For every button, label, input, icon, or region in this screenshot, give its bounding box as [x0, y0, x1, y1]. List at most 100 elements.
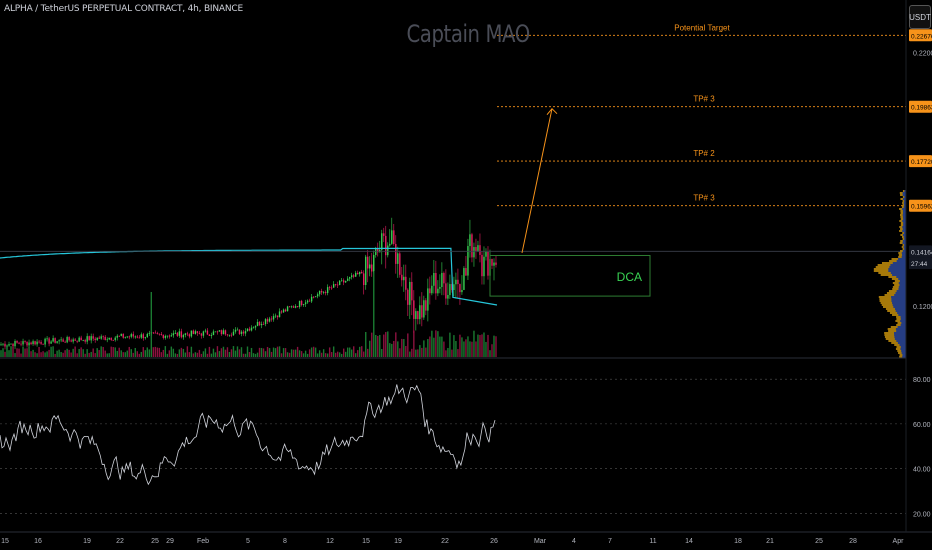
volume-profile-bar — [900, 346, 906, 348]
candle-body — [212, 331, 215, 336]
volume-bar — [447, 347, 449, 357]
moving-average-line — [0, 247, 498, 306]
symbol-title: ALPHA / TetherUS PERPETUAL CONTRACT, 4h,… — [4, 4, 243, 14]
candle-body — [457, 279, 459, 285]
price-tick-label: 0.12000 — [913, 304, 932, 311]
time-tick-label: 25 — [151, 538, 159, 545]
volume-bar — [294, 349, 297, 357]
volume-profile-bar — [894, 336, 906, 338]
time-tick-label: Apr — [893, 538, 905, 545]
volume-bar — [238, 349, 241, 357]
candle-body — [445, 283, 447, 299]
volume-bar — [338, 352, 341, 357]
volume-bar — [475, 341, 477, 357]
candle-body — [338, 280, 341, 286]
candle-body — [322, 292, 325, 293]
volume-bar — [138, 353, 140, 357]
volume-bar — [38, 347, 40, 357]
candle-body — [495, 262, 497, 265]
candle-body — [116, 335, 118, 338]
volume-bar — [20, 353, 22, 357]
candle-body — [278, 311, 281, 318]
candle-body — [296, 306, 299, 307]
volume-bar — [316, 353, 319, 357]
volume-profile-bar — [895, 292, 906, 294]
volume-profile-bar — [891, 298, 906, 300]
volume-bar — [435, 330, 437, 357]
volume-bar — [68, 349, 70, 357]
candle-body — [308, 300, 311, 302]
volume-bar — [162, 349, 165, 357]
candle-body — [276, 315, 279, 318]
volume-bar — [457, 349, 459, 357]
volume-bar — [411, 348, 413, 357]
volume-bar — [274, 348, 277, 357]
volume-bar — [298, 350, 301, 357]
candle-body — [8, 344, 10, 346]
volume-bar — [24, 348, 26, 357]
projection-arrow — [521, 108, 553, 254]
candle-body — [262, 323, 265, 325]
candle-body — [483, 256, 485, 277]
volume-bar — [256, 352, 259, 357]
candle-body — [96, 337, 98, 341]
time-tick-label: 8 — [283, 538, 287, 545]
volume-bar — [60, 352, 62, 357]
volume-bar — [292, 349, 295, 357]
volume-bar — [254, 353, 257, 357]
volume-bar — [64, 350, 66, 357]
candle-body — [437, 288, 439, 294]
volume-profile-bar — [901, 350, 906, 352]
volume-profile-bar — [899, 344, 906, 346]
candle-body — [6, 345, 8, 347]
time-tick-label: 4 — [572, 538, 576, 545]
volume-bar — [210, 353, 213, 357]
volume-bar — [451, 349, 453, 357]
candle-body — [130, 334, 132, 337]
volume-bar — [381, 349, 383, 357]
volume-bar — [308, 349, 311, 357]
candle-body — [100, 336, 102, 339]
volume-bar — [12, 346, 14, 357]
volume-bar — [369, 340, 371, 357]
candle-body — [244, 331, 247, 334]
volume-bar — [427, 339, 429, 357]
volume-bar — [2, 348, 4, 357]
volume-bar — [477, 334, 479, 357]
volume-bar — [491, 344, 493, 357]
candle-body — [328, 287, 331, 288]
volume-bar — [242, 353, 245, 357]
candle-body — [375, 248, 377, 255]
dca-box — [489, 254, 651, 297]
price-pane[interactable]: Potential Target TP# 3 TP# 2 TP# 3 DCA — [0, 23, 906, 358]
candle-body — [12, 343, 14, 347]
volume-profile-bar — [902, 220, 906, 222]
volume-bar — [445, 350, 447, 357]
volume-bar — [461, 337, 463, 357]
volume-bar — [172, 348, 175, 357]
target-level-label: TP# 2 — [693, 149, 715, 158]
candle-body — [270, 318, 273, 320]
volume-bar — [160, 352, 163, 357]
volume-bar — [42, 351, 44, 357]
volume-bar — [112, 347, 114, 357]
oscillator-pane[interactable] — [0, 378, 906, 514]
volume-profile-bar — [897, 326, 906, 328]
currency-button[interactable]: USDT — [909, 5, 931, 29]
candle-body — [292, 306, 295, 308]
volume-profile-bar — [898, 314, 906, 316]
volume-bar — [371, 332, 373, 357]
volume-bar — [156, 347, 159, 357]
volume-bar — [82, 349, 84, 357]
oscillator-line — [0, 384, 496, 486]
candle-body — [439, 287, 441, 289]
candle-body — [222, 330, 225, 335]
price-label-box — [909, 155, 932, 168]
candle-body — [60, 339, 62, 341]
volume-bar — [365, 331, 367, 357]
candle-body — [367, 256, 369, 269]
candle-body — [132, 334, 134, 337]
volume-bar — [423, 340, 425, 357]
time-tick-label: 12 — [326, 538, 334, 545]
